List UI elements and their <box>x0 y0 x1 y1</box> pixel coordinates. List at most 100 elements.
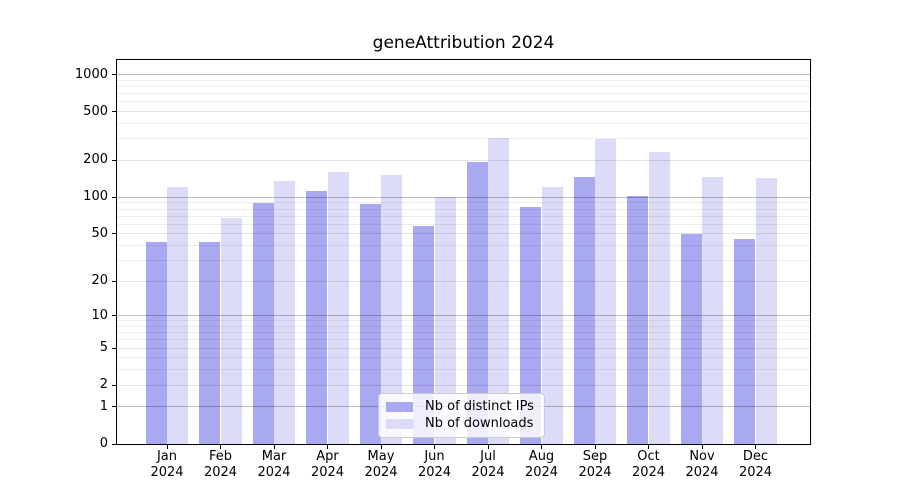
y-tick-mark-5 <box>112 347 116 349</box>
y-tick-mark-0 <box>112 443 116 445</box>
x-tick-mark-4 <box>380 445 382 449</box>
gridline-y-70 <box>117 215 810 217</box>
bar-downloads-jun <box>434 197 456 444</box>
bar-downloads-apr <box>327 171 349 444</box>
gridline-y-800 <box>117 86 810 88</box>
x-tick-label-4: May 2024 <box>364 449 398 480</box>
gridline-y-400 <box>117 123 810 125</box>
x-tick-mark-7 <box>541 445 542 449</box>
gridline-y-1000 <box>117 74 810 76</box>
x-tick-label-0: Jan 2024 <box>150 449 184 480</box>
x-tick-mark-5 <box>434 445 435 449</box>
y-tick-label-50: 50 <box>91 225 108 241</box>
x-tick-label-11: Dec 2024 <box>738 449 773 480</box>
gridline-y-200 <box>117 159 810 161</box>
bar-distinct-ips-feb <box>199 241 221 444</box>
x-tick-mark-9 <box>648 445 649 449</box>
x-tick-mark-11 <box>755 445 756 449</box>
plot-area <box>116 59 811 445</box>
gridline-y-10 <box>117 315 810 317</box>
bar-downloads-may <box>381 175 403 444</box>
gridline-y-4 <box>117 357 810 359</box>
y-tick-label-1: 1 <box>99 398 108 414</box>
x-tick-mark-6 <box>487 445 489 449</box>
legend: Nb of distinct IPs Nb of downloads <box>378 393 545 438</box>
y-tick-mark-50 <box>112 233 116 235</box>
y-tick-mark-100 <box>112 196 116 198</box>
y-tick-mark-10 <box>112 315 116 317</box>
gridline-y-80 <box>117 208 810 210</box>
x-tick-label-10: Nov 2024 <box>685 449 719 480</box>
y-tick-mark-20 <box>112 280 116 282</box>
y-tick-mark-1 <box>112 406 116 408</box>
x-tick-label-2: Mar 2024 <box>257 449 291 480</box>
gridline-y-600 <box>117 101 810 103</box>
x-tick-mark-10 <box>701 445 703 449</box>
bar-distinct-ips-may <box>359 204 381 444</box>
y-tick-label-1000: 1000 <box>74 66 108 82</box>
gridline-y-100 <box>117 196 810 198</box>
y-tick-label-5: 5 <box>99 340 108 356</box>
legend-item-distinct-ips: Nb of distinct IPs <box>386 399 537 415</box>
gridline-y-9 <box>117 320 810 322</box>
bar-distinct-ips-oct <box>627 196 649 444</box>
x-tick-label-6: Jul 2024 <box>471 449 505 480</box>
bar-distinct-ips-jul <box>466 161 488 444</box>
gridline-y-700 <box>117 93 810 95</box>
gridline-y-60 <box>117 223 810 225</box>
gridline-y-5 <box>117 347 810 349</box>
gridline-y-500 <box>117 111 810 113</box>
gridline-y-8 <box>117 326 810 328</box>
x-tick-mark-2 <box>273 445 275 449</box>
bar-distinct-ips-aug <box>520 206 542 444</box>
y-tick-mark-2 <box>112 384 116 386</box>
bar-distinct-ips-nov <box>680 233 702 444</box>
y-tick-mark-200 <box>112 159 116 161</box>
bar-distinct-ips-sep <box>573 176 595 444</box>
x-tick-mark-1 <box>220 445 221 449</box>
bar-distinct-ips-dec <box>734 239 756 444</box>
legend-label-distinct-ips: Nb of distinct IPs <box>425 399 534 414</box>
chart-title: geneAttribution 2024 <box>372 33 555 53</box>
bar-downloads-jul <box>488 138 510 444</box>
bar-downloads-feb <box>220 217 242 444</box>
y-tick-label-20: 20 <box>91 273 108 289</box>
gridline-y-2 <box>117 384 810 386</box>
legend-label-downloads: Nb of downloads <box>425 416 534 431</box>
gridline-y-6 <box>117 339 810 341</box>
x-tick-label-8: Sep 2024 <box>578 449 612 480</box>
y-tick-label-10: 10 <box>91 307 108 323</box>
y-tick-label-100: 100 <box>83 189 108 205</box>
bar-distinct-ips-jan <box>145 241 167 444</box>
y-tick-label-2: 2 <box>99 377 108 393</box>
x-tick-label-5: Jun 2024 <box>417 449 452 480</box>
legend-swatch-downloads <box>386 419 413 429</box>
bar-downloads-aug <box>541 187 563 444</box>
bar-downloads-nov <box>702 176 724 444</box>
gridline-y-40 <box>117 244 810 246</box>
x-tick-label-9: Oct 2024 <box>631 449 666 480</box>
gridline-y-20 <box>117 280 810 282</box>
y-tick-mark-1000 <box>112 74 116 76</box>
gridline-y-7 <box>117 332 810 334</box>
gridline-y-900 <box>117 79 810 81</box>
x-tick-mark-0 <box>166 445 168 449</box>
y-tick-label-200: 200 <box>83 152 108 168</box>
bar-downloads-dec <box>755 177 777 444</box>
legend-swatch-distinct-ips <box>386 402 413 412</box>
bar-downloads-mar <box>274 180 296 444</box>
gridline-y-300 <box>117 138 810 140</box>
gridline-y-3 <box>117 369 810 371</box>
legend-item-downloads: Nb of downloads <box>386 416 537 432</box>
gridline-y-30 <box>117 259 810 261</box>
gridline-y-90 <box>117 202 810 204</box>
x-tick-label-3: Apr 2024 <box>310 449 345 480</box>
bar-downloads-oct <box>648 151 670 444</box>
gridline-y-50 <box>117 233 810 235</box>
y-tick-label-500: 500 <box>83 103 108 119</box>
bar-downloads-sep <box>595 139 617 444</box>
y-tick-mark-500 <box>112 111 116 113</box>
y-tick-label-0: 0 <box>99 436 108 451</box>
x-tick-label-7: Aug 2024 <box>524 449 559 480</box>
